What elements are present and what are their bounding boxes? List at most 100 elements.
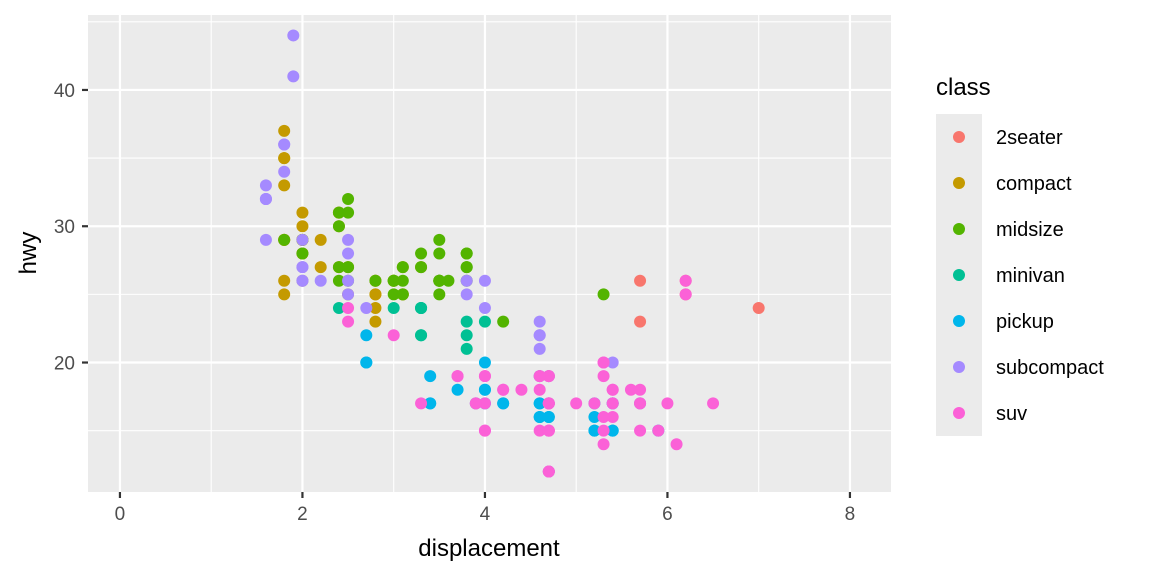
legend-item-midsize: midsize xyxy=(953,219,1064,241)
data-point xyxy=(433,233,446,246)
data-point xyxy=(396,261,409,274)
series-minivan xyxy=(332,302,491,355)
legend-label: pickup xyxy=(996,311,1054,333)
data-point xyxy=(478,397,491,410)
data-point xyxy=(332,302,345,315)
data-point xyxy=(278,165,291,178)
data-point xyxy=(369,274,382,287)
data-point xyxy=(342,192,355,205)
data-point xyxy=(296,220,309,233)
data-point xyxy=(387,288,400,301)
data-point xyxy=(478,315,491,328)
legend-item-2seater: 2seater xyxy=(953,127,1063,149)
data-point xyxy=(278,124,291,137)
y-tick-label: 30 xyxy=(54,217,75,238)
data-point xyxy=(314,274,327,287)
legend-item-subcompact: subcompact xyxy=(953,357,1104,379)
y-tick-label: 40 xyxy=(54,81,75,102)
data-point xyxy=(515,383,528,396)
panel-background xyxy=(88,15,891,492)
data-point xyxy=(259,179,272,192)
data-point xyxy=(588,424,601,437)
data-point xyxy=(597,438,610,451)
data-point xyxy=(451,383,464,396)
series-midsize xyxy=(278,192,610,328)
data-point xyxy=(415,261,428,274)
data-point xyxy=(278,288,291,301)
data-point xyxy=(460,288,473,301)
x-tick-label: 2 xyxy=(297,504,308,525)
data-point xyxy=(597,356,610,369)
data-point xyxy=(606,411,619,424)
data-point xyxy=(533,342,546,355)
data-point xyxy=(415,329,428,342)
data-point xyxy=(369,288,382,301)
data-point xyxy=(442,274,455,287)
data-point xyxy=(606,397,619,410)
x-tick-label: 0 xyxy=(115,504,126,525)
x-axis-title: displacement xyxy=(418,535,560,562)
data-point xyxy=(606,383,619,396)
data-point xyxy=(424,370,437,383)
legend-key xyxy=(953,269,965,281)
data-point xyxy=(533,329,546,342)
x-tick-label: 6 xyxy=(662,504,673,525)
data-point xyxy=(679,274,692,287)
data-point xyxy=(460,261,473,274)
data-point xyxy=(478,383,491,396)
legend-label: minivan xyxy=(996,265,1065,287)
data-point xyxy=(433,247,446,260)
legend-label: suv xyxy=(996,403,1027,425)
data-point xyxy=(634,397,647,410)
data-point xyxy=(332,261,345,274)
data-point xyxy=(296,206,309,219)
data-point xyxy=(387,302,400,315)
data-point xyxy=(570,397,583,410)
data-point xyxy=(542,411,555,424)
data-point xyxy=(542,397,555,410)
data-point xyxy=(433,274,446,287)
data-point xyxy=(259,233,272,246)
legend-item-compact: compact xyxy=(953,173,1072,195)
data-point xyxy=(469,397,482,410)
data-point xyxy=(542,370,555,383)
data-point xyxy=(278,233,291,246)
data-point xyxy=(278,138,291,151)
legend-label: subcompact xyxy=(996,357,1104,379)
data-point xyxy=(652,424,665,437)
data-point xyxy=(369,315,382,328)
series-subcompact xyxy=(259,29,619,369)
data-point xyxy=(451,370,464,383)
data-point xyxy=(415,302,428,315)
data-point xyxy=(679,288,692,301)
y-axis-title: hwy xyxy=(15,232,42,275)
data-point xyxy=(332,220,345,233)
data-point xyxy=(533,424,546,437)
legend-key xyxy=(953,315,965,327)
data-point xyxy=(478,370,491,383)
x-tick-label: 4 xyxy=(480,504,491,525)
data-point xyxy=(387,329,400,342)
legend-label: 2seater xyxy=(996,127,1063,149)
data-point xyxy=(588,397,601,410)
data-point xyxy=(433,288,446,301)
data-point xyxy=(424,397,437,410)
data-point xyxy=(478,274,491,287)
data-point xyxy=(478,302,491,315)
data-point xyxy=(460,274,473,287)
data-point xyxy=(278,274,291,287)
data-point xyxy=(287,29,300,42)
data-point xyxy=(342,206,355,219)
data-point xyxy=(360,302,373,315)
data-point xyxy=(606,356,619,369)
data-point xyxy=(278,179,291,192)
data-point xyxy=(460,247,473,260)
data-point xyxy=(369,302,382,315)
data-point xyxy=(415,247,428,260)
data-point xyxy=(396,288,409,301)
data-point xyxy=(497,315,510,328)
data-point xyxy=(332,274,345,287)
data-point xyxy=(597,411,610,424)
data-point xyxy=(606,424,619,437)
